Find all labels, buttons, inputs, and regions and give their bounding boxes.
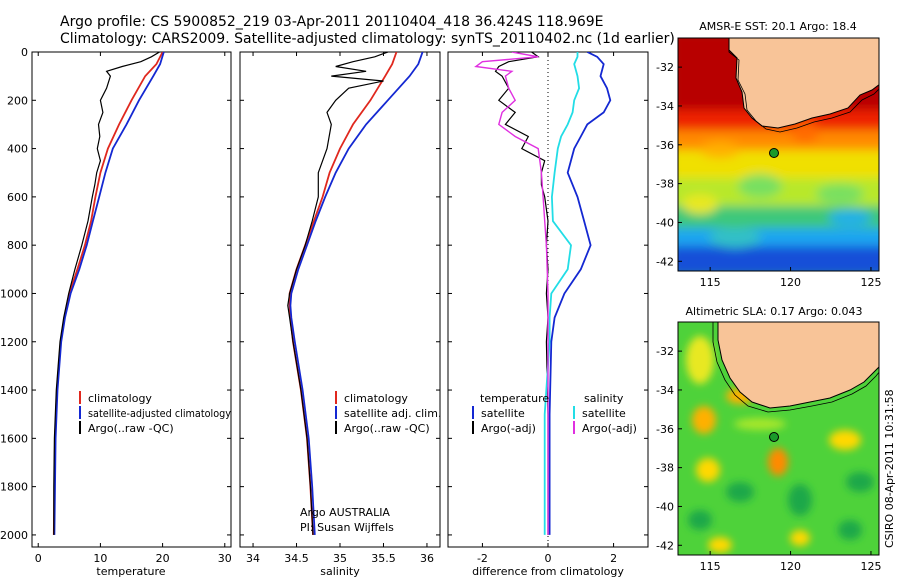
sla-map-panel: Altimetric SLA: 0.17 Argo: 0.043 [656, 305, 881, 573]
difference-ticks: -2 0 2 [448, 51, 648, 565]
sla-map-xtick-label: 115 [700, 560, 721, 573]
sla-map-ytick-label: -42 [656, 539, 674, 552]
sst-map-ytick-label: -34 [656, 100, 674, 113]
sla-map-ytick-label: -36 [656, 423, 674, 436]
temperature-ytick-label: 200 [7, 94, 28, 107]
sla-map-xtick-label: 120 [780, 560, 801, 573]
temperature-y-ticks: 0 200 400 600 800 1000 1200 1400 1600 1800 2000 [0, 46, 231, 542]
temperature-xtick-label: 10 [93, 552, 107, 565]
temperature-ytick-label: 1400 [0, 384, 28, 397]
temperature-satellite-line [53, 52, 165, 535]
sla-map-profile-marker [769, 432, 779, 442]
sla-map-ytick-label: -34 [656, 384, 674, 397]
temperature-ytick-label: 400 [7, 143, 28, 156]
temperature-ytick-label: 800 [7, 239, 28, 252]
sst-map-xtick-label: 125 [860, 276, 881, 289]
legend-title-salinity: salinity [584, 392, 624, 405]
difference-temperature-argo-line [494, 52, 549, 535]
sla-map-field [678, 322, 879, 555]
legend-label-temp-argo: Argo(-adj) [481, 422, 536, 435]
sst-map-panel: AMSR-E SST: 20.1 Argo: 18.4 [656, 20, 881, 289]
sla-map-ytick-label: -32 [656, 345, 674, 358]
header-line-2: Climatology: CARS2009. Satellite-adjuste… [60, 31, 675, 47]
salinity-argo-line [287, 52, 389, 535]
sla-map-ytick-label: -38 [656, 462, 674, 475]
temperature-xtick-label: 0 [35, 552, 42, 565]
difference-salinity-argo-line [474, 52, 549, 535]
sla-map-isobath [712, 322, 879, 413]
header-line-1: Argo profile: CS 5900852_219 03-Apr-2011… [60, 14, 604, 30]
temperature-ytick-label: 1200 [0, 336, 28, 349]
sla-map-frame [677, 321, 880, 556]
sst-map-land [728, 38, 879, 129]
sla-map-land [717, 322, 879, 409]
sla-map-ytick-label: -40 [656, 500, 674, 513]
difference-xtick-label: 2 [610, 552, 617, 565]
legend-label-argo: Argo(..raw -QC) [88, 422, 174, 435]
sst-map-ytick-label: -38 [656, 178, 674, 191]
salinity-xtick-label: 36 [420, 552, 434, 565]
temperature-panel: 0 200 400 600 800 1000 1200 1400 1600 1800 2000 0 1… [0, 46, 232, 578]
salinity-x-label: salinity [320, 565, 360, 578]
temperature-ytick-label: 600 [7, 191, 28, 204]
csiro-timestamp: CSIRO 08-Apr-2011 10:31:58 [883, 389, 896, 548]
sst-map-isobath [728, 38, 879, 133]
salinity-xtick-label: 35 [333, 552, 347, 565]
annotation-pi: PI: Susan Wijffels [300, 521, 394, 534]
temperature-axes-frame [31, 51, 232, 548]
legend-label-satellite: satellite-adjusted climatology [88, 407, 231, 420]
legend-label-argo: Argo(..raw -QC) [344, 422, 430, 435]
temperature-legend: climatology satellite-adjusted climatolo… [79, 391, 231, 435]
legend-title-temperature: temperature [480, 392, 549, 405]
temperature-ytick-label: 2000 [0, 529, 28, 542]
salinity-axes-frame [239, 51, 441, 548]
legend-label-temp-satellite: satellite [481, 407, 525, 420]
temperature-argo-line [53, 52, 160, 535]
sst-map-ytick-label: -32 [656, 61, 674, 74]
difference-temperature-satellite-line [548, 52, 612, 535]
temperature-ytick-label: 1600 [0, 432, 28, 445]
sst-map-ytick-label: -42 [656, 255, 674, 268]
sst-map-xtick-label: 120 [780, 276, 801, 289]
salinity-legend: climatology satellite adj. clim. Argo(..… [335, 391, 441, 435]
salinity-satellite-line [289, 52, 424, 535]
sla-map-xtick-label: 125 [860, 560, 881, 573]
annotation-argo-australia: Argo AUSTRALIA [300, 506, 390, 519]
legend-label-sal-satellite: satellite [582, 407, 626, 420]
temperature-x-label: temperature [96, 565, 165, 578]
legend-label-sal-argo: Argo(-adj) [582, 422, 637, 435]
salinity-panel: 34 34.5 35 35.5 36 salinity climatology sate… [239, 51, 441, 578]
temperature-ytick-label: 0 [21, 46, 28, 59]
difference-xtick-label: -2 [477, 552, 488, 565]
difference-panel: -2 0 2 difference from climatology tempera… [447, 51, 649, 578]
legend-label-climatology: climatology [88, 392, 152, 405]
sla-map-ticks: 115 120 125 -32 -34 -36 -38 -40 -42 [656, 345, 881, 573]
temperature-ytick-label: 1800 [0, 481, 28, 494]
sst-map-title: AMSR-E SST: 20.1 Argo: 18.4 [699, 20, 857, 33]
salinity-ticks: 34 34.5 35 35.5 36 [240, 51, 440, 565]
sst-map-profile-marker [769, 148, 779, 158]
temperature-xtick-label: 30 [218, 552, 232, 565]
salinity-xtick-label: 34 [246, 552, 260, 565]
legend-label-satellite: satellite adj. clim. [344, 407, 441, 420]
sst-map-ticks: 115 120 125 -32 -34 -36 -38 -40 -42 [656, 61, 881, 289]
sst-map-ytick-label: -40 [656, 216, 674, 229]
temperature-ytick-label: 1000 [0, 287, 28, 300]
sst-map-xtick-label: 115 [700, 276, 721, 289]
salinity-xtick-label: 34.5 [284, 552, 309, 565]
difference-xtick-label: 0 [545, 552, 552, 565]
difference-salinity-satellite-line [543, 52, 581, 535]
sst-map-frame [677, 37, 880, 272]
sst-map-field [678, 38, 879, 271]
sla-map-title: Altimetric SLA: 0.17 Argo: 0.043 [685, 305, 862, 318]
legend-label-climatology: climatology [344, 392, 408, 405]
difference-legend: temperature satellite Argo(-adj) salinit… [472, 392, 637, 435]
difference-x-label: difference from climatology [472, 565, 624, 578]
salinity-xtick-label: 35.5 [371, 552, 396, 565]
sst-map-ytick-label: -36 [656, 139, 674, 152]
temperature-xtick-label: 20 [156, 552, 170, 565]
